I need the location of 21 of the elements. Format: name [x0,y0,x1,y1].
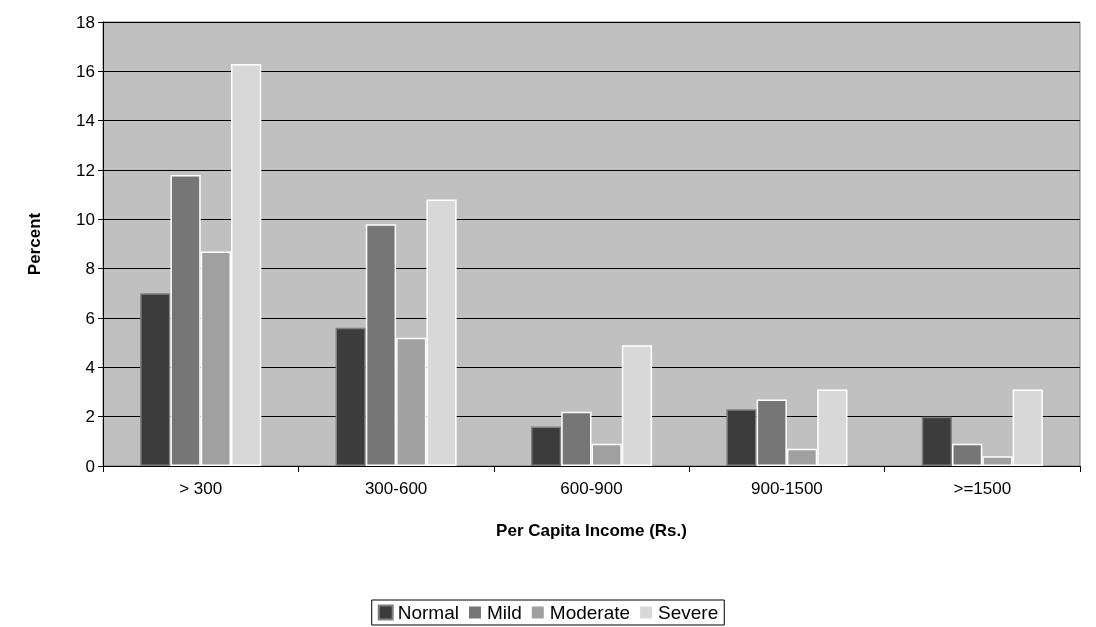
x-tick-label: 300-600 [364,479,428,498]
y-tick-label: 10 [76,209,95,229]
x-axis-title: Per Capita Income (Rs.) [496,521,687,540]
x-tick-label: 600-900 [560,479,623,498]
y-tick-label: 6 [85,308,95,328]
y-tick-label: 12 [76,160,95,180]
y-tick-label: 8 [85,259,95,279]
x-tick-label: > 300 [179,479,223,498]
y-tick-label: 2 [85,407,95,427]
y-tick-label: 14 [76,111,95,131]
legend-label: Normal [397,602,459,623]
y-tick-label: 0 [85,456,95,476]
y-axis-title: Percent [25,212,44,276]
legend-label: Severe [658,602,719,623]
y-tick-label: 16 [76,61,95,81]
y-tick-label: 18 [76,12,95,32]
y-tick-label: 4 [85,357,95,377]
legend-label: Mild [486,602,522,623]
x-tick-label: 900-1500 [750,479,823,498]
x-tick-label: >=1500 [953,479,1012,498]
legend-label: Moderate [549,602,631,623]
